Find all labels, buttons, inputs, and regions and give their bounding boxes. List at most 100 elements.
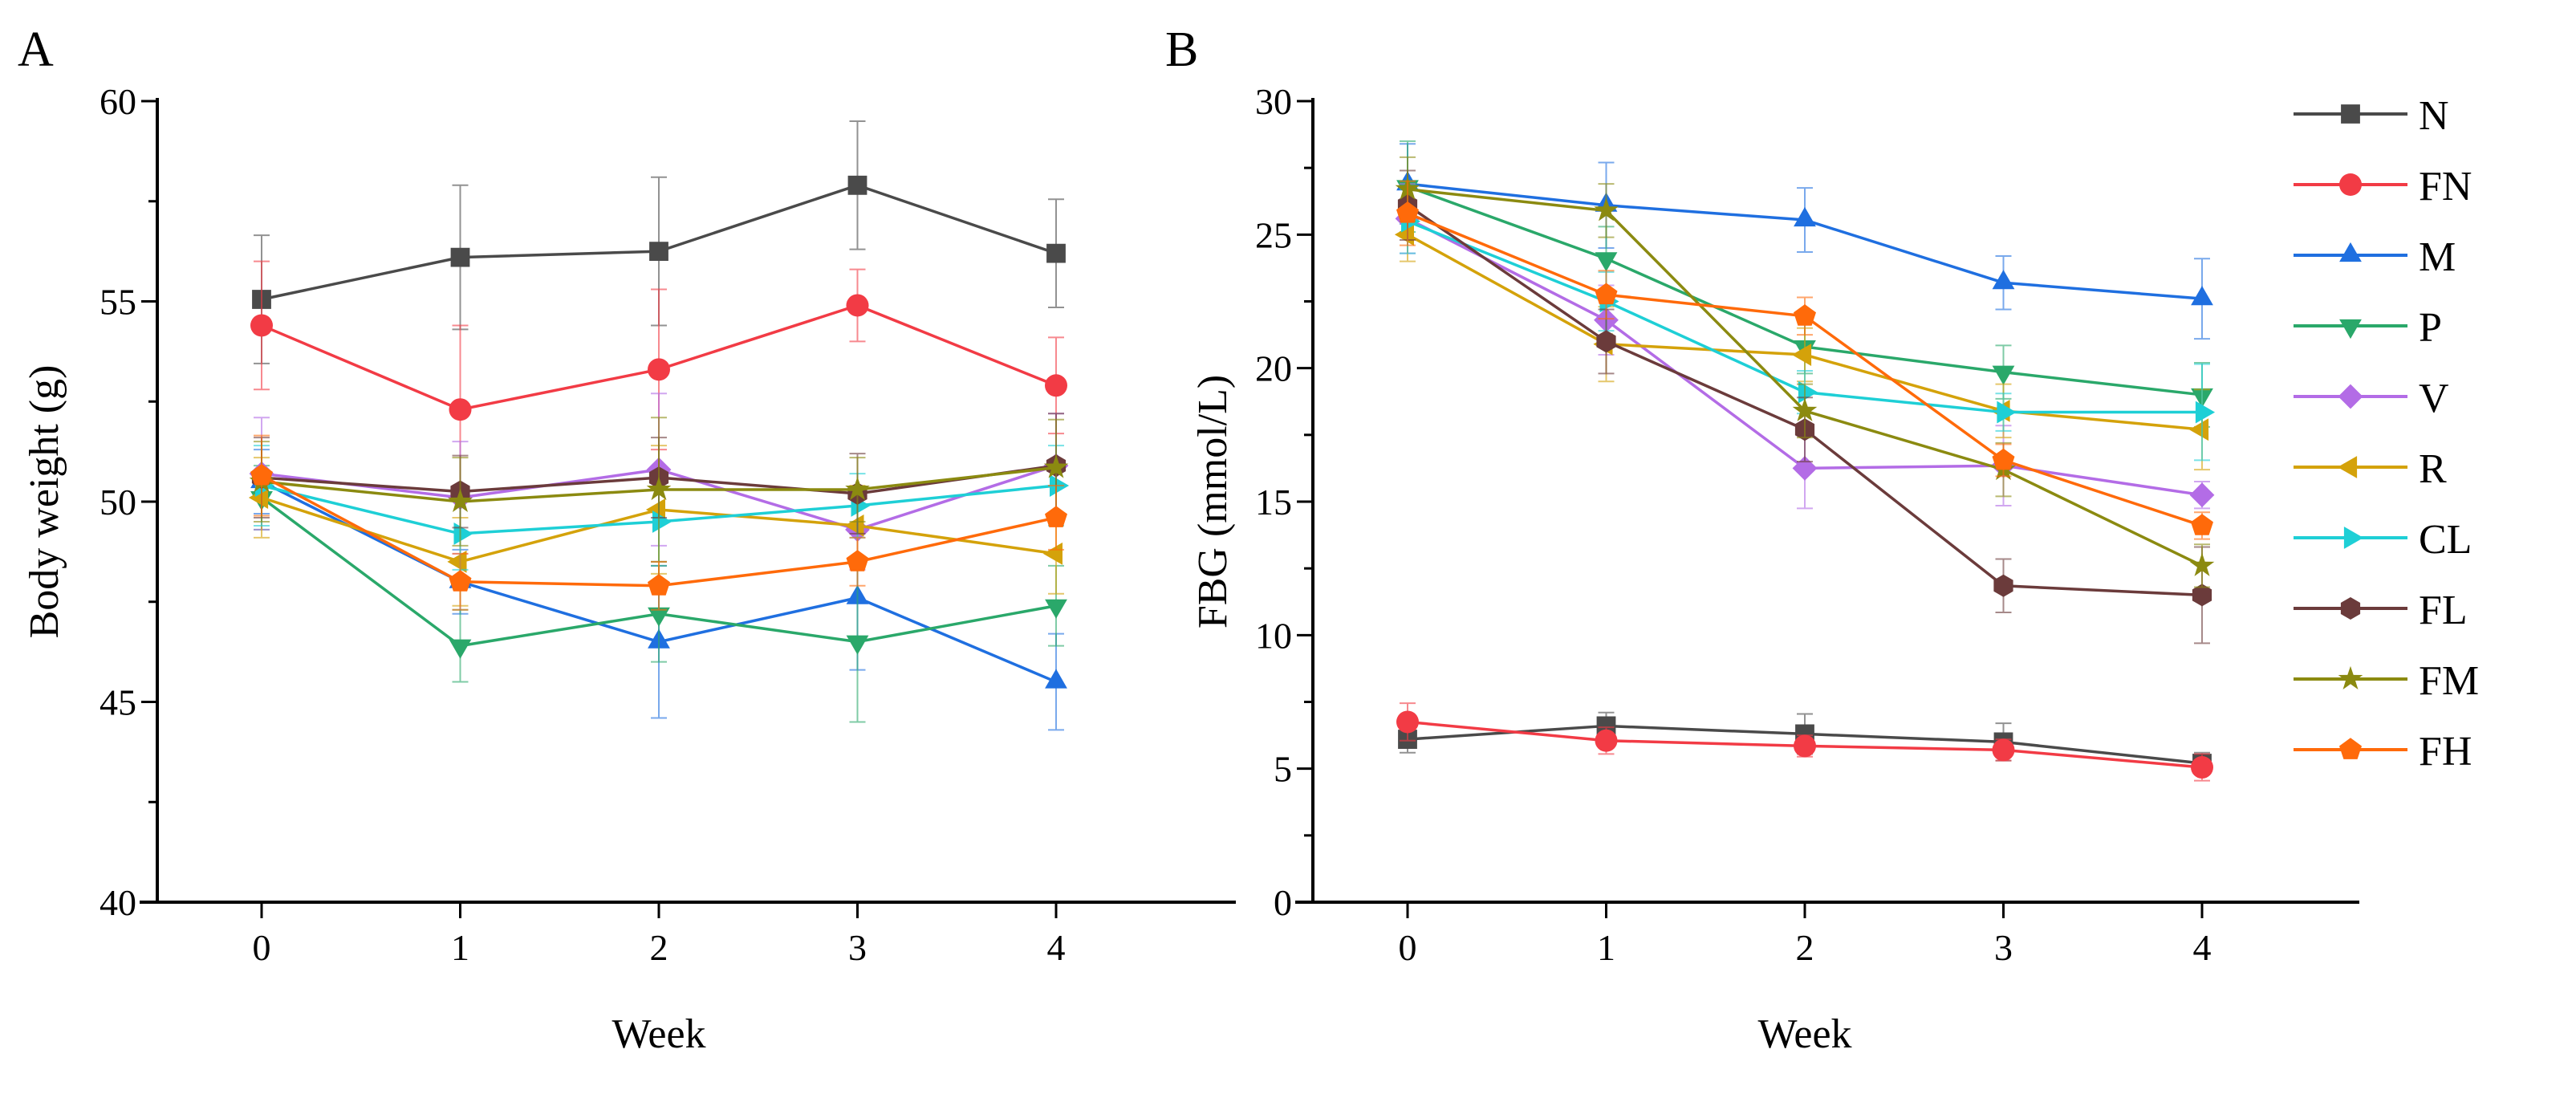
x-tick-label-b: 3 (1994, 927, 2013, 968)
x-tick-label-a: 2 (650, 927, 668, 968)
y-tick-label-a: 55 (100, 282, 136, 323)
data-point (1997, 401, 2017, 424)
series-fh-a (250, 434, 1067, 611)
legend-label: P (2419, 305, 2442, 351)
y-tick-label-a: 40 (100, 882, 136, 923)
data-point (648, 358, 670, 381)
legend-item-m: M (2294, 234, 2456, 280)
legend-marker (2340, 597, 2361, 620)
legend-item-p: P (2294, 305, 2442, 351)
legend-label: FL (2419, 588, 2468, 633)
data-point (846, 550, 869, 571)
data-point (1595, 252, 1618, 272)
data-point (652, 510, 672, 533)
data-point (1045, 506, 1067, 527)
legend-marker (2337, 456, 2358, 478)
series-fh-b (1396, 180, 2213, 540)
y-tick-label-b: 30 (1255, 81, 1292, 122)
data-point (1794, 304, 1816, 326)
legend-item-r: R (2294, 446, 2447, 492)
data-point (649, 242, 668, 262)
y-axis-label-a: Body weight (g) (22, 365, 67, 639)
x-tick-label-a: 3 (848, 927, 867, 968)
data-point (449, 570, 472, 592)
data-point (1792, 397, 1818, 421)
legend-marker (2339, 242, 2362, 262)
data-point (846, 294, 869, 317)
legend-label: M (2419, 234, 2456, 280)
x-tick-label-b: 0 (1399, 927, 1417, 968)
x-tick-label-a: 1 (451, 927, 469, 968)
y-tick-label-b: 5 (1274, 749, 1292, 790)
legend-item-fm: FM (2294, 658, 2479, 704)
legend-marker (2341, 104, 2360, 124)
legend-item-n: N (2294, 93, 2449, 139)
data-point (1992, 448, 2015, 470)
data-point (449, 639, 472, 659)
y-tick-label-b: 25 (1255, 214, 1292, 255)
legend-marker (2338, 665, 2363, 689)
data-point (1594, 197, 1619, 222)
x-tick-label-b: 4 (2193, 927, 2212, 968)
data-point (2191, 514, 2213, 535)
y-axis-label-b: FBG (mmol/L) (1190, 375, 1236, 628)
data-point (2188, 418, 2209, 441)
legend-marker (2343, 527, 2364, 549)
y-tick-label-b: 0 (1274, 882, 1292, 923)
data-point (1794, 734, 1816, 758)
x-axis-label-a: Week (611, 1011, 705, 1057)
data-point (1043, 454, 1069, 478)
data-point (1595, 729, 1618, 752)
legend-item-v: V (2294, 376, 2449, 421)
data-point (1992, 365, 2015, 385)
data-point (1791, 344, 1812, 366)
y-tick-label-a: 45 (100, 682, 136, 723)
x-tick-label-b: 2 (1796, 927, 1814, 968)
legend-item-fl: FL (2294, 588, 2468, 633)
data-point (447, 550, 467, 573)
data-point (1992, 270, 2015, 290)
panel-label-a: A (18, 22, 54, 77)
series-fn-b (1396, 702, 2213, 782)
data-point (1596, 330, 1616, 353)
y-tick-label-b: 10 (1255, 615, 1292, 656)
x-axis-label-b: Week (1757, 1011, 1851, 1057)
legend-item-cl: CL (2294, 517, 2472, 563)
y-tick-label-b: 15 (1255, 482, 1292, 523)
data-point (2189, 552, 2215, 576)
data-point (450, 247, 470, 267)
legend-label: V (2419, 376, 2449, 421)
legend-marker (2339, 319, 2362, 340)
y-tick-label-a: 60 (100, 81, 136, 122)
panel-a-body-weight-chart: A Body weight (g) Week 40 45 50 55 60 0 1 2 3 4 (18, 22, 1236, 1057)
data-point (2189, 482, 2215, 508)
data-point (449, 398, 472, 421)
series-fm-a (249, 417, 1069, 563)
data-point (1595, 283, 1618, 305)
data-point (1396, 710, 1419, 734)
legend-marker (2339, 738, 2362, 759)
data-point (2192, 584, 2212, 607)
data-point (250, 314, 273, 337)
data-point (847, 175, 867, 195)
data-point (846, 635, 869, 655)
data-point (453, 523, 473, 545)
data-point (1045, 374, 1067, 397)
legend-label: R (2419, 446, 2447, 492)
data-point (2195, 401, 2216, 424)
y-tick-label-b: 20 (1255, 348, 1292, 389)
data-point (648, 574, 670, 596)
data-point (648, 607, 670, 627)
legend-item-fn: FN (2294, 164, 2472, 209)
data-point (1396, 201, 1419, 223)
y-tick-label-a: 50 (100, 482, 136, 523)
data-point (1992, 738, 2015, 762)
data-point (250, 463, 273, 486)
legend-label: CL (2419, 517, 2472, 563)
legend-marker (2338, 384, 2363, 409)
data-point (2191, 756, 2213, 779)
legend-label: FM (2419, 658, 2479, 704)
data-point (1993, 574, 2013, 597)
